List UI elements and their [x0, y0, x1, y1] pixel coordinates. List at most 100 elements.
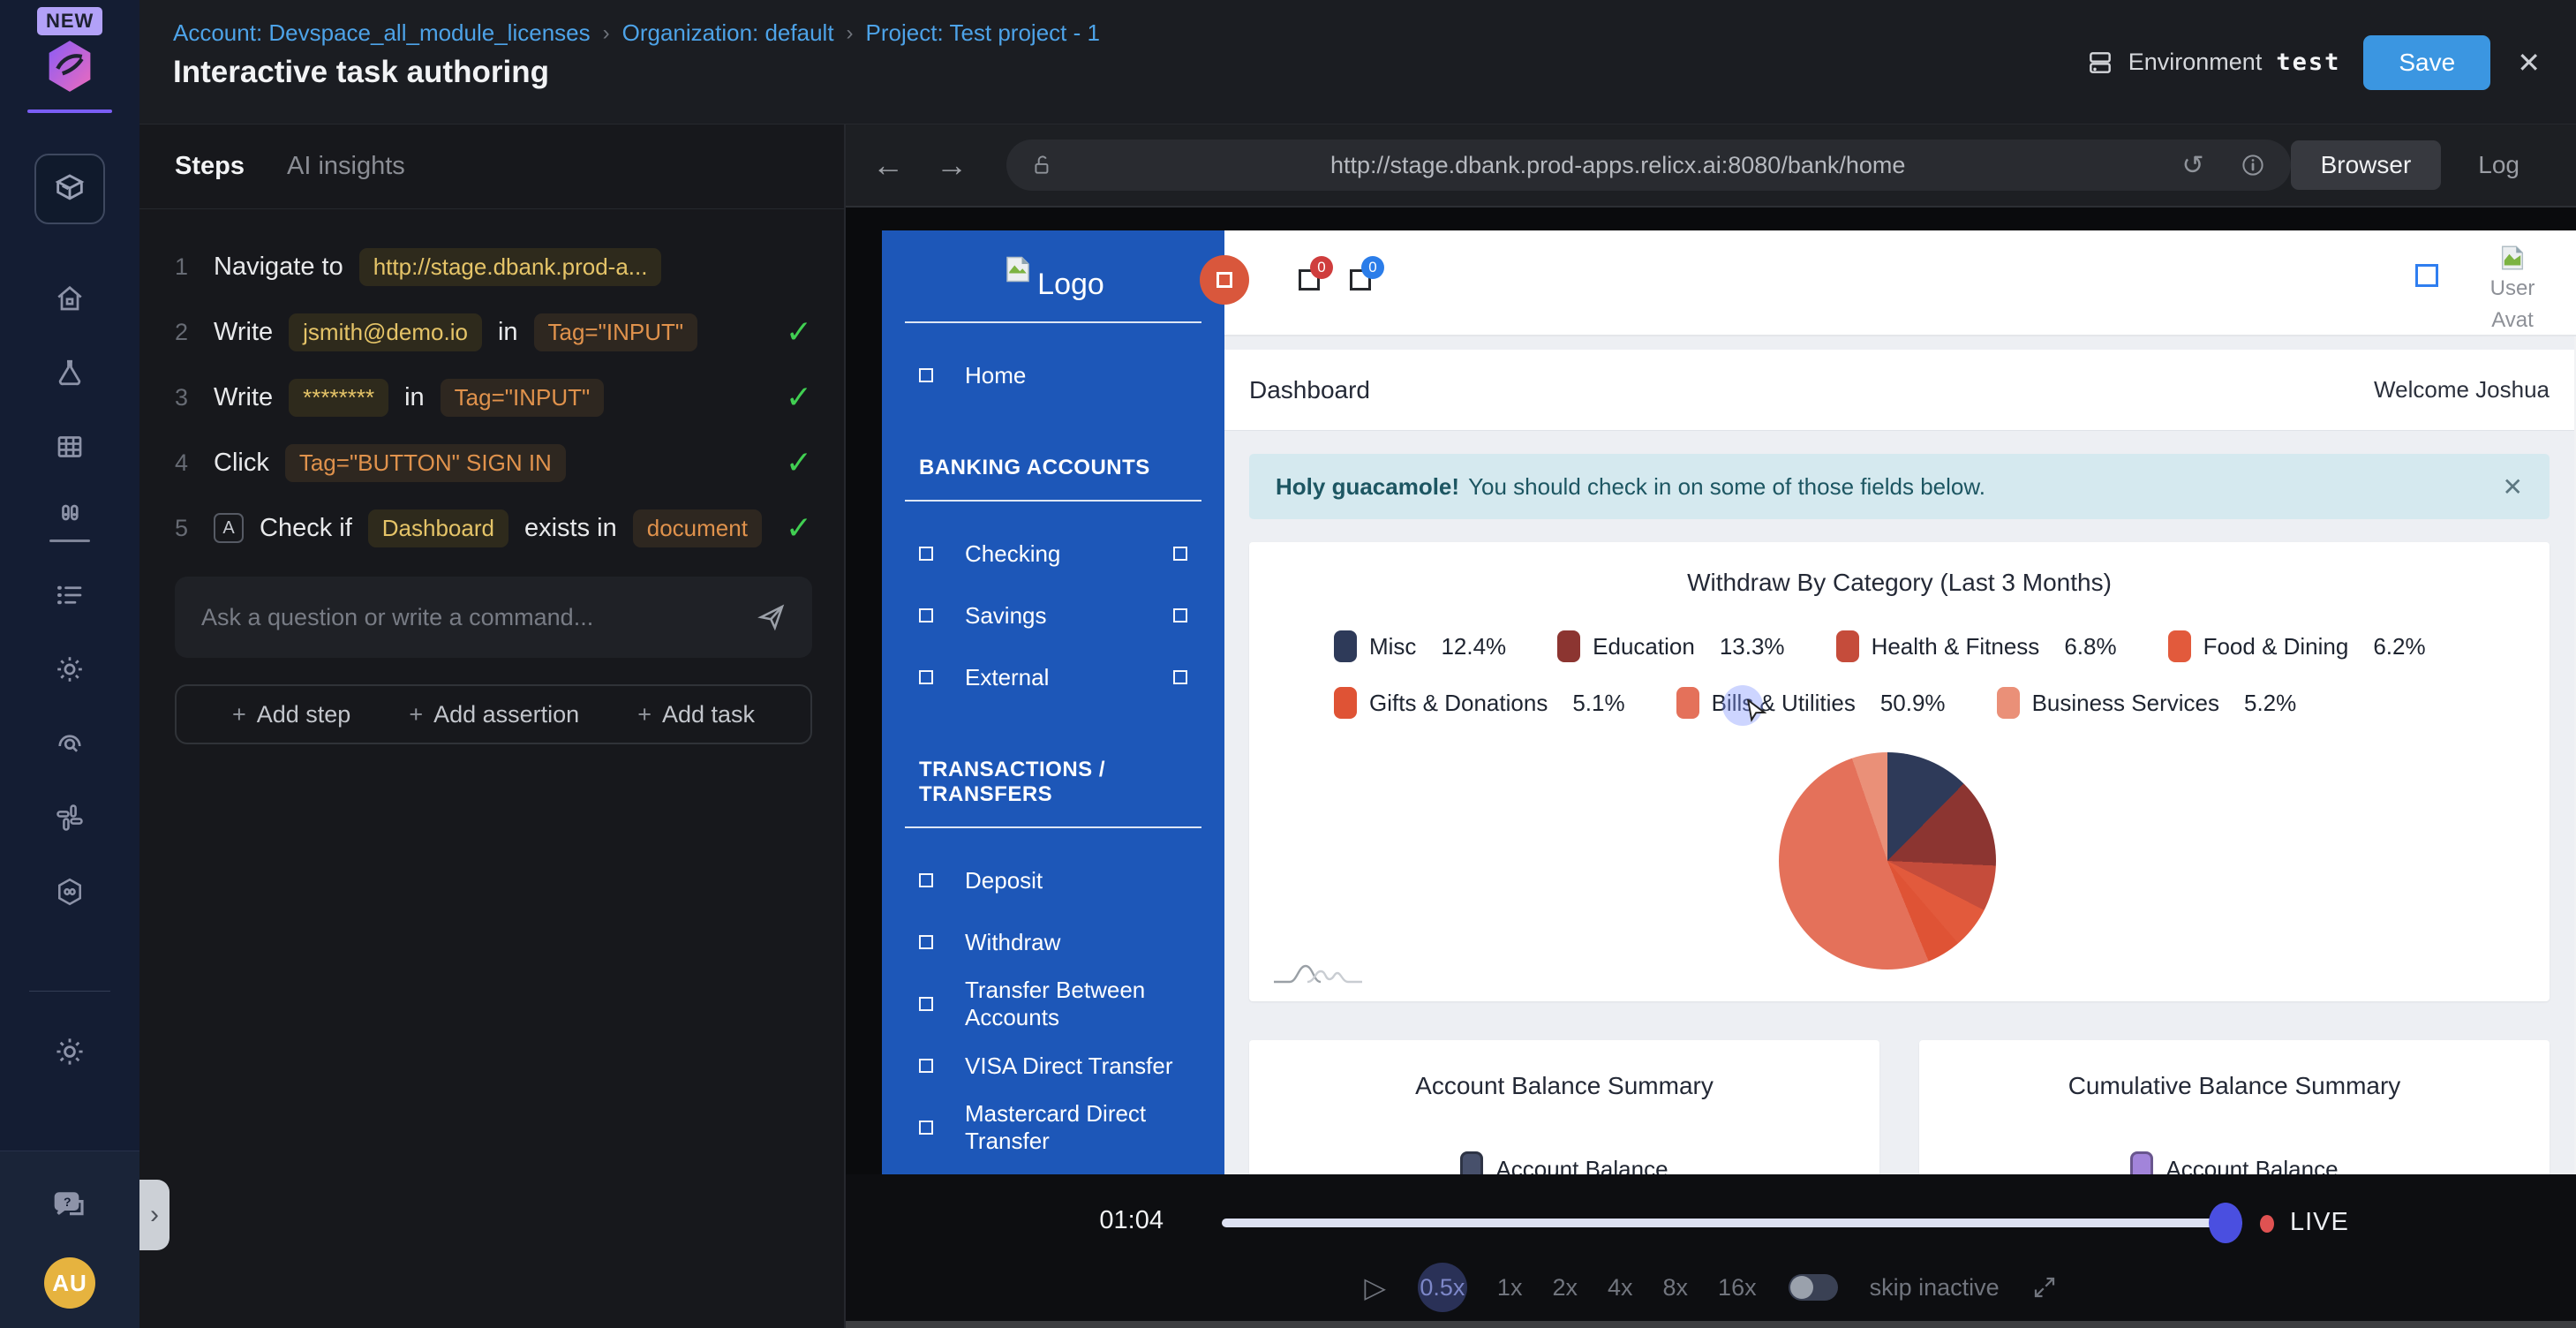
step-row[interactable]: 1 Navigate to http://stage.dbank.prod-a... [175, 245, 812, 289]
app-logo-icon[interactable] [41, 37, 99, 95]
sidebar-item-settings[interactable] [39, 632, 101, 706]
sidebar-item-admin-settings[interactable] [39, 1015, 101, 1089]
chart-legend: Misc 12.4% Education 13.3% Health & Fitness 6… [1249, 630, 2550, 719]
bank-nav-item[interactable]: Deposit [882, 849, 1224, 911]
breadcrumb[interactable]: Account: Devspace_all_module_licenses › Or… [173, 19, 1100, 47]
live-label: LIVE [2290, 1208, 2349, 1236]
speed-2x[interactable]: 2x [1552, 1273, 1578, 1301]
step-selector-badge[interactable]: Tag="INPUT" [440, 378, 605, 417]
sidebar-item-home[interactable] [39, 261, 101, 336]
view-tab-browser[interactable]: Browser [2290, 140, 2442, 190]
help-chat-icon[interactable]: ? [51, 1187, 88, 1224]
broken-image-icon [1173, 608, 1187, 622]
speed-16x[interactable]: 16x [1718, 1273, 1757, 1301]
bank-nav-item[interactable]: VISA Direct Transfer [882, 1035, 1224, 1097]
speed-0.5x[interactable]: 0.5x [1417, 1263, 1467, 1312]
bank-nav-item[interactable]: Mastercard Direct Transfer [882, 1097, 1224, 1158]
bank-nav-item[interactable]: Withdraw [882, 911, 1224, 973]
sidebar-item-suites[interactable] [39, 484, 101, 558]
step-selector-badge[interactable]: Tag="BUTTON" SIGN IN [284, 443, 566, 482]
panel-collapse-handle[interactable]: › [139, 1180, 169, 1250]
sidebar-item-sessions[interactable] [39, 855, 101, 929]
user-avatar[interactable]: AU [44, 1257, 95, 1309]
divider [905, 321, 1201, 323]
playback-slider[interactable] [1222, 1219, 2242, 1227]
notification-icon-2[interactable]: 0 [1350, 256, 1384, 290]
sidebar-item-inspect[interactable] [39, 706, 101, 781]
command-input[interactable] [200, 602, 756, 632]
notification-icon-1[interactable]: 0 [1299, 256, 1333, 290]
add-assertion-button[interactable]: + Add assertion [409, 701, 579, 728]
legend-label: Account Balance [2165, 1155, 2339, 1175]
broken-image-icon [1173, 670, 1187, 684]
alert-close-icon[interactable]: ✕ [2502, 472, 2523, 501]
tab-ai-insights[interactable]: AI insights [286, 152, 405, 180]
step-value-badge[interactable]: Dashboard [367, 509, 508, 547]
speed-4x[interactable]: 4x [1607, 1273, 1633, 1301]
environment-label: Environment [2128, 49, 2263, 75]
view-tab-log[interactable]: Log [2478, 151, 2520, 178]
broken-image-icon [1006, 256, 1029, 283]
summary-cards-row: Account Balance Summary Account Balance Cu… [1249, 1040, 2550, 1174]
forward-icon[interactable]: → [936, 147, 968, 183]
step-value-badge[interactable]: ******** [289, 378, 389, 417]
legend-percent: 5.2% [2243, 689, 2297, 716]
bank-nav-item[interactable]: Savings [882, 585, 1224, 646]
playback-slider-thumb[interactable] [2209, 1203, 2242, 1243]
badge-count: 0 [1310, 256, 1333, 279]
skip-inactive-toggle[interactable] [1788, 1274, 1838, 1301]
step-number: 5 [175, 514, 189, 541]
breadcrumb-item[interactable]: Organization: default [621, 19, 834, 46]
tab-steps[interactable]: Steps [175, 152, 245, 180]
play-button[interactable]: ▷ [1364, 1271, 1386, 1303]
environment-selector[interactable]: Environment test [2086, 49, 2341, 77]
add-step-button[interactable]: + Add step [232, 701, 350, 728]
skip-inactive-label: skip inactive [1869, 1273, 2000, 1301]
legend-label: Bills & Utilities [1711, 689, 1856, 716]
breadcrumb-item[interactable]: Project: Test project - 1 [865, 19, 1100, 46]
speed-1x[interactable]: 1x [1496, 1273, 1523, 1301]
sidebar-item-runs-list[interactable] [39, 558, 101, 632]
bank-nav-item[interactable]: External [882, 646, 1224, 708]
app-scrollbar[interactable] [2574, 336, 2576, 1174]
legend-row: Gifts & Donations 5.1% Bills & Utilities 50… [1334, 687, 2497, 719]
breadcrumb-item[interactable]: Account: Devspace_all_module_licenses [173, 19, 591, 46]
info-icon[interactable] [2240, 152, 2266, 178]
url-text[interactable]: http://stage.dbank.prod-apps.relicx.ai:8… [1330, 151, 1906, 178]
step-row[interactable]: 4 Click Tag="BUTTON" SIGN IN ✓ [175, 441, 812, 485]
bank-nav-item[interactable]: Transfer Between Accounts [882, 973, 1224, 1035]
bank-nav-section: BANKING ACCOUNTS [919, 456, 1150, 479]
sidebar-item-data-grid[interactable] [39, 410, 101, 484]
pie-chart[interactable] [1779, 752, 1996, 970]
sidebar-item-modules[interactable] [34, 154, 105, 224]
step-row[interactable]: 5 A Check if Dashboard exists in document ✓ [175, 506, 812, 550]
send-icon[interactable] [756, 601, 787, 633]
url-bar[interactable]: http://stage.dbank.prod-apps.relicx.ai:8… [1006, 140, 2291, 191]
bank-nav-item[interactable]: Home [882, 344, 1224, 406]
sidebar-item-experiments[interactable] [39, 336, 101, 410]
sidebar-item-integrations[interactable] [39, 781, 101, 855]
save-button[interactable]: Save [2363, 34, 2491, 90]
step-selector-badge[interactable]: document [632, 509, 762, 547]
step-selector-badge[interactable]: Tag="INPUT" [533, 313, 698, 351]
step-row[interactable]: 3 Write ******** in Tag="INPUT" ✓ [175, 375, 812, 419]
summary-card: Cumulative Balance Summary Account Balanc… [1919, 1040, 2550, 1174]
bank-nav-item[interactable]: Checking [882, 523, 1224, 585]
reload-icon[interactable]: ↺ [2181, 150, 2204, 180]
replay-cursor-icon [1746, 699, 1766, 722]
legend-swatch [1676, 687, 1699, 719]
close-icon[interactable]: ✕ [2517, 46, 2541, 79]
speed-8x[interactable]: 8x [1662, 1273, 1689, 1301]
bank-logo[interactable]: Logo [882, 230, 1224, 302]
step-value-badge[interactable]: jsmith@demo.io [289, 313, 482, 351]
legend-row: Misc 12.4% Education 13.3% Health & Fitness 6… [1334, 630, 2497, 662]
fullscreen-icon[interactable] [2031, 1274, 2058, 1301]
action-label: Add step [256, 700, 351, 728]
add-task-button[interactable]: + Add task [637, 701, 755, 728]
step-row[interactable]: 2 Write jsmith@demo.io in Tag="INPUT" ✓ [175, 310, 812, 354]
user-avatar-broken[interactable]: User Avat [2472, 243, 2553, 336]
back-icon[interactable]: ← [872, 147, 904, 183]
legend-label: Health & Fitness [1871, 632, 2040, 660]
alert-text: You should check in on some of those fie… [1468, 472, 1985, 500]
step-value-badge[interactable]: http://stage.dbank.prod-a... [358, 247, 662, 286]
